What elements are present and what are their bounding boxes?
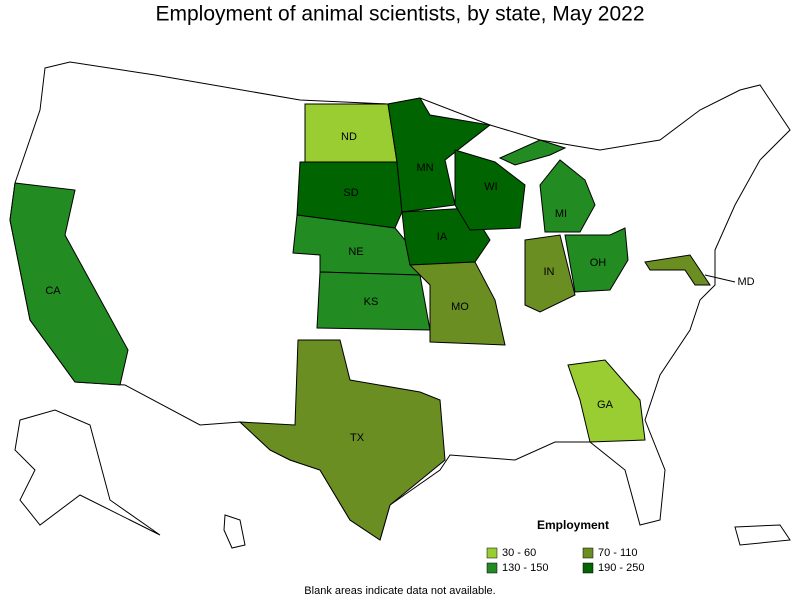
legend-title: Employment [537,518,609,532]
leader-line [704,274,736,283]
map-title: Employment of animal scientists, by stat… [155,3,644,26]
legend: 30 - 60 70 - 110 130 - 150 190 - 250 [486,547,644,574]
legend-label: 190 - 250 [598,562,644,574]
state [644,254,711,286]
states: CA ND SD NE KS MN IA WI MO IN OH MI TX GA MD [9,97,755,541]
footnote: Blank areas indicate data not available. [304,585,495,597]
puerto-rico [734,524,791,546]
state-label: ND [341,131,357,143]
state [539,159,596,233]
state-label: KS [364,296,379,308]
state-label: WI [484,181,497,193]
state [524,234,576,313]
state-label: MD [737,276,754,288]
legend-swatch [582,547,594,559]
state-label: IN [544,266,555,278]
state-label: MI [555,208,567,220]
state-label: GA [597,399,614,411]
state-label: IA [437,231,448,243]
state [296,161,403,229]
state [9,182,129,386]
state-label: MN [416,162,433,174]
state-label: NE [348,246,363,258]
legend-swatch [486,547,498,559]
alaska [14,409,161,536]
legend-label: 130 - 150 [502,562,548,574]
state-label: TX [350,432,365,444]
state-label: OH [590,257,607,269]
hawaii [223,514,246,549]
state [498,139,567,166]
state [408,261,506,346]
state-label: MO [451,301,469,313]
state-label: CA [45,285,61,297]
legend-label: 30 - 60 [502,547,536,559]
state [567,359,646,443]
state [564,227,629,293]
legend-label: 70 - 110 [598,547,638,559]
legend-swatch [582,562,594,574]
state-label: SD [343,187,358,199]
legend-swatch [486,562,498,574]
state [454,149,526,231]
state [387,97,492,213]
state [238,339,446,541]
